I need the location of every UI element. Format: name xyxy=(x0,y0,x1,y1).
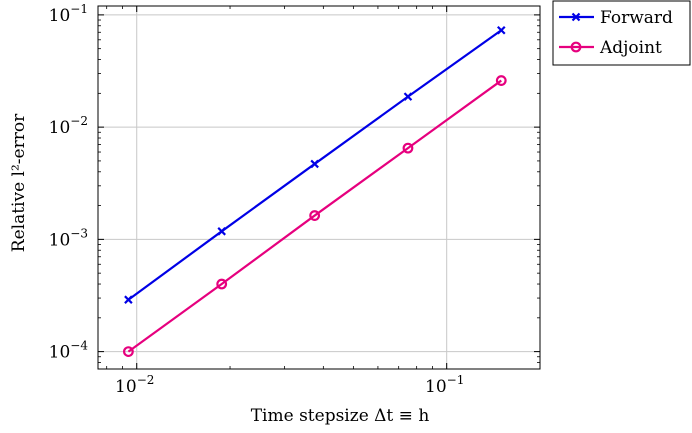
series-layer xyxy=(122,25,507,358)
forward-point xyxy=(403,92,413,101)
legend-item-adjoint: Adjoint xyxy=(559,38,662,58)
forward-series xyxy=(124,25,506,304)
forward-point xyxy=(217,227,226,236)
x-axis-label: Time stepsize Δt ≡ h xyxy=(251,406,430,426)
adjoint-point xyxy=(216,278,228,290)
x-tick-label: 10−2 xyxy=(115,373,154,397)
adjoint-point xyxy=(495,75,507,86)
forward-point xyxy=(310,159,319,169)
legend-label-adjoint: Adjoint xyxy=(599,38,662,58)
adjoint-point xyxy=(122,346,134,358)
plot-frame xyxy=(97,5,541,370)
legend-frame xyxy=(552,0,691,66)
adjoint-point xyxy=(402,142,414,154)
legend: Forward Adjoint xyxy=(552,0,691,66)
y-tick-label: 10−2 xyxy=(49,114,88,138)
legend-label-forward: Forward xyxy=(600,8,673,28)
legend-marker-forward xyxy=(571,12,581,22)
y-tick-label: 10−3 xyxy=(49,226,88,250)
forward-point xyxy=(124,295,133,304)
adjoint-line xyxy=(127,79,502,353)
forward-point xyxy=(496,25,506,35)
adjoint-point xyxy=(309,210,321,221)
x-tick-label: 10−1 xyxy=(425,373,464,397)
tick-labels: 10−2 10−1 10−4 10−3 10−2 10−1 xyxy=(49,2,465,397)
y-tick-label: 10−4 xyxy=(49,339,89,363)
legend-marker-adjoint xyxy=(570,41,582,53)
grid xyxy=(98,6,540,369)
adjoint-series xyxy=(122,75,507,358)
y-tick-label: 10−1 xyxy=(49,2,88,26)
y-axis-label: Relative l²-error xyxy=(9,113,29,252)
minor-ticks xyxy=(98,6,541,370)
legend-item-forward: Forward xyxy=(559,8,673,28)
